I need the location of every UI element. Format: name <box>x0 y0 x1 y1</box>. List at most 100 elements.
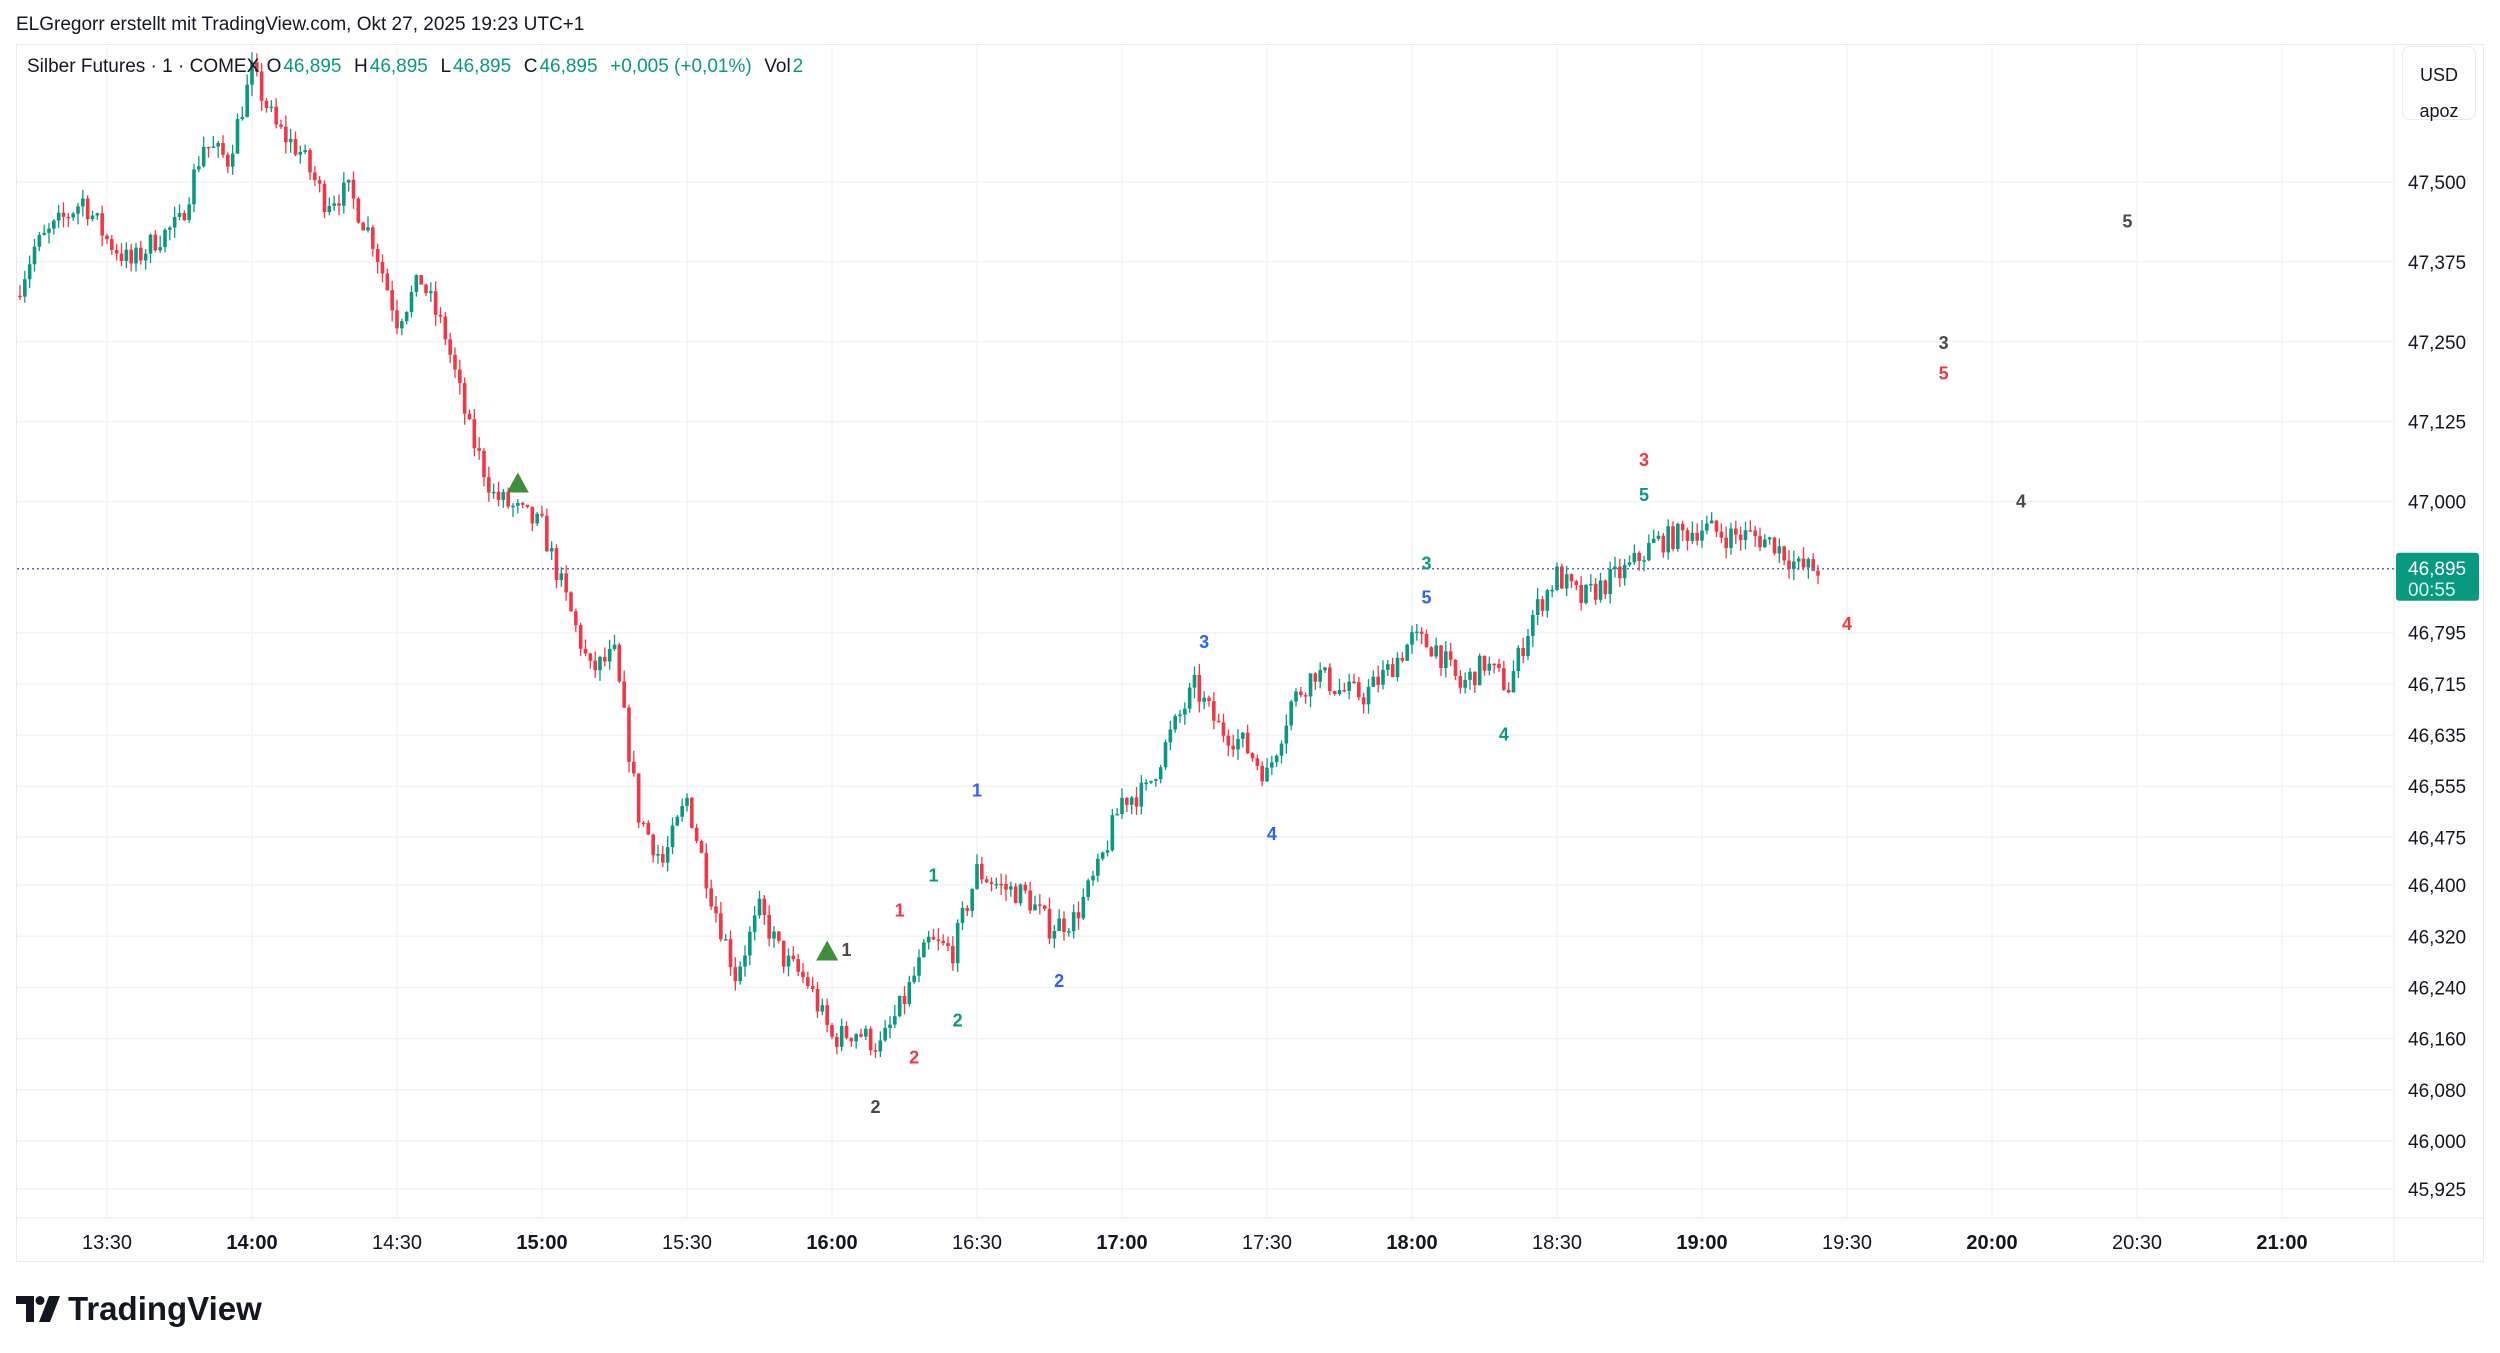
candle-up <box>888 1024 892 1028</box>
candle-up <box>511 505 515 508</box>
wave-count-label: 5 <box>2122 211 2132 231</box>
candle-down <box>18 295 22 298</box>
candle-down <box>1328 667 1332 692</box>
candle-up <box>839 1026 844 1047</box>
candle-down <box>284 126 288 143</box>
candle-up <box>1589 583 1593 586</box>
candle-down <box>279 124 283 127</box>
price-tick-label: 47,375 <box>2408 253 2466 274</box>
candle-down <box>1748 530 1753 532</box>
candle-up <box>187 204 191 221</box>
candle-up <box>549 548 554 552</box>
candle-up <box>535 513 539 524</box>
wave-count-label: 2 <box>870 1097 880 1117</box>
candle-down <box>661 854 665 863</box>
candle-up <box>168 227 172 230</box>
candle-up <box>1163 742 1168 768</box>
candle-up <box>680 805 684 817</box>
wave-count-label: 3 <box>1639 450 1649 470</box>
time-tick-label: 14:30 <box>372 1232 422 1254</box>
grid <box>17 46 2394 1218</box>
candle-up <box>1284 725 1289 744</box>
candle-up <box>786 955 791 967</box>
candle-down <box>825 1005 829 1025</box>
candle-up <box>1642 560 1646 562</box>
candle-up <box>1796 558 1801 562</box>
candle-up <box>1777 546 1782 554</box>
candle-down <box>482 450 486 478</box>
candle-up <box>1294 691 1298 702</box>
candle-down <box>1125 797 1129 805</box>
candle-up <box>607 648 612 662</box>
candle-down <box>545 515 549 552</box>
candle-down <box>1013 886 1018 904</box>
tradingview-logo[interactable]: TradingView <box>16 1290 262 1328</box>
candle-up <box>1555 566 1559 590</box>
candle-up <box>235 119 240 154</box>
chart-credit: ELGregorr erstellt mit TradingView.com, … <box>16 14 585 35</box>
candle-up <box>1743 530 1748 541</box>
triangle-up-signal-icon <box>816 940 839 961</box>
candle-up <box>366 227 370 231</box>
candle-down <box>1260 765 1264 782</box>
candle-down <box>487 477 491 493</box>
candle-down <box>1801 558 1806 568</box>
symbol-name[interactable]: Silber Futures · 1 · COMEX <box>27 56 260 77</box>
candle-down <box>433 291 438 315</box>
candle-down <box>728 939 733 968</box>
time-tick-label: 20:30 <box>2112 1232 2162 1254</box>
candle-down <box>1361 697 1366 705</box>
currency-unit-button[interactable]: USD apoz <box>2402 46 2476 121</box>
candle-down <box>801 971 805 978</box>
candle-up <box>197 166 201 170</box>
candle-up <box>675 816 680 826</box>
candle-down <box>100 213 104 236</box>
candle-down <box>617 644 622 682</box>
candle-down <box>206 146 211 149</box>
candle-down <box>859 1034 863 1037</box>
candle-down <box>709 888 713 907</box>
candle-down <box>1221 722 1226 736</box>
candle-up <box>250 62 254 85</box>
close-value: 46,895 <box>539 56 598 77</box>
candle-up <box>1187 687 1192 709</box>
candle-down <box>791 955 796 960</box>
candle-up <box>90 215 95 220</box>
candle-down <box>980 863 984 880</box>
candle-down <box>380 262 385 274</box>
candle-up <box>1318 670 1322 682</box>
candle-down <box>646 822 651 835</box>
candle-down <box>1255 758 1260 766</box>
candle-down <box>1004 884 1008 890</box>
candle-up <box>1477 655 1482 686</box>
price-tick-label: 47,125 <box>2408 413 2466 434</box>
price-tick-label: 46,160 <box>2408 1030 2466 1051</box>
candle-down <box>1197 674 1202 702</box>
time-tick-label: 16:00 <box>806 1232 857 1254</box>
candle-down <box>1671 526 1675 549</box>
low-value: 46,895 <box>453 56 512 77</box>
candle-up <box>1265 767 1269 782</box>
candle-up <box>1149 780 1153 783</box>
candle-up <box>1709 520 1714 524</box>
candle-down <box>221 143 225 155</box>
candle-down <box>951 946 955 964</box>
candle-down <box>569 592 573 612</box>
brand-name: TradingView <box>68 1290 262 1327</box>
candle-down <box>1569 574 1574 582</box>
candle-up <box>172 216 177 228</box>
candle-up <box>864 1028 868 1037</box>
candle-down <box>1376 676 1380 685</box>
candle-up <box>1381 669 1385 685</box>
tradingview-logo-icon <box>16 1296 60 1322</box>
candle-down <box>1439 645 1443 668</box>
candle-down <box>110 239 114 250</box>
candle-down <box>603 656 607 662</box>
candle-down <box>1245 732 1250 754</box>
time-tick-label: 18:00 <box>1386 1232 1437 1254</box>
candle-up <box>723 939 728 941</box>
wave-count-label: 1 <box>972 780 982 800</box>
candle-down <box>636 773 641 823</box>
